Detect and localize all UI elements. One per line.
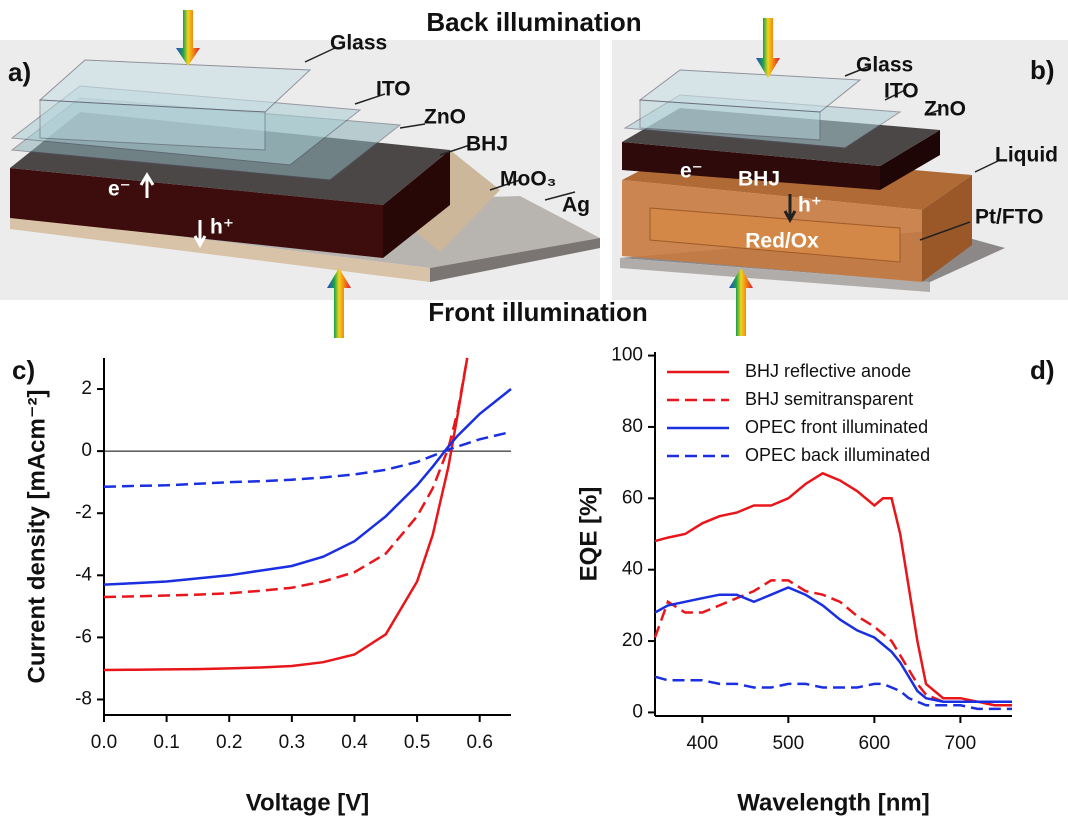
x-tick-label: 600 — [859, 733, 891, 754]
legend-label: OPEC front illuminated — [745, 417, 928, 437]
y-tick-label: 60 — [622, 487, 643, 508]
legend-label: OPEC back illuminated — [745, 445, 930, 465]
carrier-label: e⁻ — [108, 178, 131, 201]
series-line — [104, 358, 467, 670]
layer-label: ZnO — [424, 106, 466, 129]
y-tick-label: 80 — [622, 416, 643, 437]
panel-label: c) — [12, 355, 35, 385]
y-tick-label: -8 — [75, 688, 92, 709]
x-axis-label: Voltage [V] — [246, 789, 370, 816]
layer-label: ITO — [884, 80, 919, 103]
x-tick-label: 0.1 — [153, 732, 179, 753]
series-line — [655, 677, 1012, 709]
x-tick-label: 500 — [772, 733, 804, 754]
x-axis-label: Wavelength [nm] — [737, 789, 929, 816]
x-tick-label: 0.3 — [279, 732, 305, 753]
caption: Back illumination — [426, 7, 641, 37]
layer-label: Pt/FTO — [975, 206, 1043, 229]
y-tick-label: 100 — [611, 345, 643, 366]
x-tick-label: 700 — [945, 733, 977, 754]
carrier-label: h⁺ — [210, 216, 234, 239]
y-tick-label: -4 — [75, 564, 92, 585]
x-tick-label: 400 — [686, 733, 718, 754]
layer-label: BHJ — [738, 168, 780, 191]
carrier-label: h⁺ — [798, 194, 822, 217]
layer-label: ITO — [376, 78, 411, 101]
x-tick-label: 0.6 — [466, 732, 492, 753]
layer-label: BHJ — [466, 133, 508, 156]
y-axis-label: EQE [%] — [575, 487, 602, 582]
legend-label: BHJ semitransparent — [745, 389, 913, 409]
y-axis-label: Current density [mAcm⁻²] — [23, 389, 50, 683]
legend-label: BHJ reflective anode — [745, 361, 911, 381]
x-tick-label: 0.0 — [91, 732, 117, 753]
caption: Front illumination — [428, 297, 648, 327]
carrier-label: e⁻ — [680, 160, 703, 183]
x-tick-label: 0.4 — [341, 732, 368, 753]
y-tick-label: 20 — [622, 630, 643, 651]
y-tick-label: 0 — [632, 701, 643, 722]
layer-label: Glass — [856, 54, 913, 77]
y-tick-label: 0 — [81, 440, 92, 461]
series-line — [655, 588, 1012, 702]
layer-label: MoO₃ — [500, 168, 556, 191]
schematic-b: b) Glass ITO ZnO Liquid Pt/FTO e⁻ BHJ h⁺… — [612, 40, 1068, 300]
schematic-a: a) Glass ITO ZnO BHJ MoO₃ Ag e⁻ h⁺ — [0, 32, 600, 300]
series-line — [104, 389, 511, 585]
panel-label: d) — [1030, 355, 1055, 385]
layer-label: ZnO — [924, 98, 966, 121]
y-tick-label: 2 — [81, 378, 92, 399]
layer-label: Liquid — [995, 144, 1058, 167]
y-tick-label: 40 — [622, 559, 643, 580]
figure: a) Glass ITO ZnO BHJ MoO₃ Ag e⁻ h⁺ b) Gl… — [0, 0, 1068, 822]
series-line — [655, 473, 1012, 705]
x-tick-label: 0.2 — [216, 732, 242, 753]
layer-label: Ag — [562, 194, 590, 217]
panel-label: b) — [1030, 55, 1055, 85]
electrolyte-label: Red/Ox — [745, 230, 819, 253]
layer-label: Glass — [330, 32, 387, 55]
series-line — [104, 358, 467, 597]
panel-label: a) — [8, 57, 31, 87]
y-tick-label: -6 — [75, 626, 92, 647]
y-tick-label: -2 — [75, 502, 92, 523]
x-tick-label: 0.5 — [404, 732, 430, 753]
